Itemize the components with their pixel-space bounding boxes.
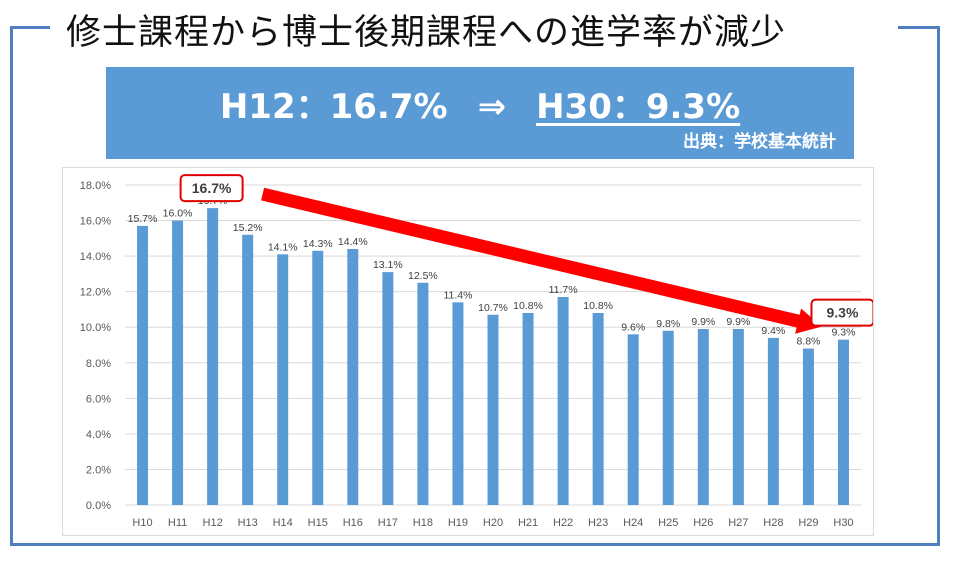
data-label: 9.9% — [691, 316, 715, 328]
trend-arrow-icon — [261, 187, 822, 334]
x-tick-label: H30 — [833, 517, 853, 529]
data-label: 10.8% — [583, 300, 613, 312]
bar-H23 — [592, 313, 604, 505]
y-axis-ticks: 0.0% 2.0% 4.0% 6.0% 8.0% 10.0% 12.0% 14.0% 16.0%… — [80, 180, 111, 512]
bar-H11 — [172, 220, 184, 506]
data-label: 13.1% — [373, 259, 403, 271]
data-label: 16.0% — [163, 208, 193, 220]
content-frame — [10, 26, 940, 546]
y-tick-label: 6.0% — [86, 393, 111, 405]
y-tick-label: 4.0% — [86, 429, 111, 441]
data-label: 9.4% — [761, 325, 785, 337]
x-tick-label: H24 — [623, 517, 643, 529]
bar-H15 — [312, 250, 324, 505]
chart-area: 0.0% 2.0% 4.0% 6.0% 8.0% 10.0% 12.0% 14.0% 16.0%… — [62, 167, 874, 536]
x-tick-label: H20 — [483, 517, 503, 529]
x-tick-label: H19 — [448, 517, 468, 529]
banner-summary-line: H12：16.7% ⇒ H30：9.3% — [106, 79, 854, 128]
callout-label: 16.7% — [192, 180, 232, 196]
x-tick-label: H21 — [518, 517, 538, 529]
x-tick-label: H23 — [588, 517, 608, 529]
data-label: 12.5% — [408, 270, 438, 282]
bar-H12 — [207, 208, 219, 505]
x-tick-label: H14 — [273, 517, 293, 529]
x-tick-label: H28 — [763, 517, 783, 529]
data-label: 8.8% — [796, 336, 820, 348]
y-tick-label: 18.0% — [80, 180, 111, 192]
banner-to-value: H30：9.3% — [536, 87, 741, 127]
data-label: 9.6% — [621, 321, 645, 333]
summary-banner: H12：16.7% ⇒ H30：9.3% 出典：学校基本統計 — [106, 67, 854, 159]
y-tick-label: 12.0% — [80, 287, 111, 299]
data-label: 14.4% — [338, 236, 368, 248]
x-tick-label: H16 — [343, 517, 363, 529]
y-tick-label: 0.0% — [86, 500, 111, 512]
bar-H20 — [487, 314, 499, 505]
data-label: 15.2% — [233, 222, 263, 234]
y-tick-label: 14.0% — [80, 251, 111, 263]
data-label: 10.7% — [478, 302, 508, 314]
bar-H22 — [557, 297, 569, 505]
data-label: 11.4% — [443, 289, 472, 301]
x-tick-label: H17 — [378, 517, 398, 529]
annotations: 16.7% 9.3% — [179, 174, 873, 334]
bar-H27 — [732, 329, 744, 505]
bars — [137, 208, 849, 506]
bar-H18 — [417, 282, 429, 505]
page-title: 修士課程から博士後期課程への進学率が減少 — [58, 4, 795, 55]
x-tick-label: H18 — [413, 517, 433, 529]
bar-H14 — [277, 254, 289, 505]
frame-top-left-segment — [10, 26, 50, 29]
x-tick-label: H13 — [238, 517, 258, 529]
x-tick-label: H10 — [132, 517, 152, 529]
data-labels: 15.7%16.0%16.7%15.2%14.1%14.3%14.4%13.1%… — [128, 195, 856, 347]
banner-source: 出典：学校基本統計 — [683, 132, 836, 152]
x-tick-label: H11 — [168, 517, 187, 529]
bar-H17 — [382, 272, 394, 505]
bar-H24 — [627, 334, 639, 505]
frame-top-right-segment — [898, 26, 940, 29]
x-tick-label: H25 — [658, 517, 678, 529]
y-tick-label: 10.0% — [80, 322, 111, 334]
callout-box — [179, 174, 244, 203]
bar-H28 — [767, 337, 779, 505]
bar-H21 — [522, 313, 534, 505]
x-tick-label: H29 — [798, 517, 818, 529]
y-tick-label: 8.0% — [86, 358, 111, 370]
x-tick-label: H27 — [728, 517, 748, 529]
data-label: 14.3% — [303, 238, 333, 250]
bar-H29 — [802, 348, 814, 505]
bar-H10 — [137, 225, 149, 505]
bar-H19 — [452, 302, 464, 505]
x-tick-label: H22 — [553, 517, 573, 529]
bar-H30 — [837, 339, 849, 505]
x-tick-label: H15 — [308, 517, 328, 529]
data-label: 14.1% — [268, 241, 298, 253]
bar-chart: 0.0% 2.0% 4.0% 6.0% 8.0% 10.0% 12.0% 14.0% 16.0%… — [80, 174, 873, 529]
data-label: 9.3% — [832, 327, 856, 339]
bar-H25 — [662, 330, 674, 505]
data-label: 9.8% — [656, 318, 680, 330]
x-axis-ticks: H10 H11 H12 H13 H14 H15 H16 H17 H18 H19 H20 H21 H22 H… — [132, 517, 853, 529]
data-label: 9.9% — [726, 316, 750, 328]
x-tick-label: H26 — [693, 517, 713, 529]
bar-H26 — [697, 329, 709, 505]
data-label: 11.7% — [549, 284, 578, 296]
bar-H13 — [242, 234, 254, 505]
callout-box — [810, 298, 873, 327]
y-tick-label: 16.0% — [80, 216, 111, 228]
y-tick-label: 2.0% — [86, 464, 111, 476]
data-label: 10.8% — [513, 300, 543, 312]
x-tick-label: H12 — [203, 517, 223, 529]
callout-label: 9.3% — [827, 305, 859, 321]
data-label: 15.7% — [128, 213, 158, 225]
banner-from-value: H12：16.7% — [219, 87, 448, 127]
banner-arrow-icon: ⇒ — [477, 87, 507, 127]
bar-H16 — [347, 249, 359, 505]
